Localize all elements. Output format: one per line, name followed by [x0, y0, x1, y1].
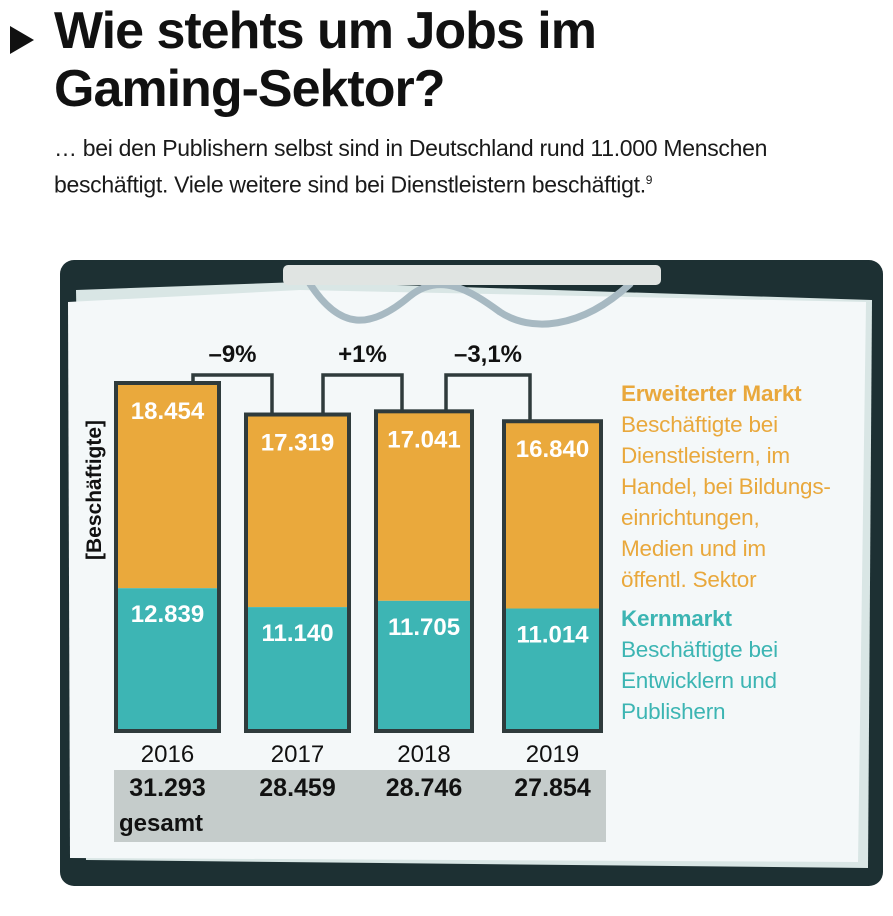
- legend-core-desc: Beschäftigte bei Entwicklern und Publish…: [621, 637, 778, 724]
- label-extended-2016: 18.454: [131, 398, 205, 425]
- clip-bar: [283, 265, 661, 285]
- chart-labels: 18.454 12.839 2016 31.293 17.319 11.140 2017 28…: [119, 341, 591, 837]
- bar-extended-2018: [376, 411, 472, 601]
- label-extended-2019: 16.840: [516, 436, 589, 463]
- legend-core-market: Kernmarkt Beschäftigte bei Entwicklern u…: [621, 603, 831, 727]
- title-line-2: Gaming-Sektor?: [54, 60, 445, 118]
- subtitle-line-2: beschäftigt. Viele weitere sind bei Dien…: [54, 171, 646, 198]
- bar-extended-2016: [116, 383, 219, 589]
- x-tick-2017: 2017: [271, 741, 324, 768]
- label-extended-2018: 17.041: [387, 426, 460, 453]
- bar-core-2017: [246, 607, 349, 731]
- x-tick-2019: 2019: [526, 741, 579, 768]
- bar-core-2019: [504, 608, 601, 731]
- bars-group: [114, 381, 603, 733]
- connector-3: [444, 373, 532, 422]
- connector-1: [191, 373, 274, 415]
- totals-band: [114, 770, 606, 842]
- bar-outline-2019: [502, 419, 603, 733]
- change-label-3: –3,1%: [454, 341, 522, 368]
- legend-core-title: Kernmarkt: [621, 606, 732, 631]
- change-label-1: –9%: [208, 341, 256, 368]
- label-core-2019: 11.014: [516, 622, 589, 649]
- total-2019: 27.854: [514, 774, 591, 802]
- label-core-2018: 11.705: [388, 614, 460, 641]
- page-title: Wie stehts um Jobs im Gaming-Sektor?: [54, 2, 597, 118]
- change-connectors: [191, 373, 532, 422]
- x-tick-2016: 2016: [141, 741, 194, 768]
- total-caption: gesamt: [119, 810, 203, 837]
- bar-outline-2017: [244, 412, 351, 733]
- y-axis-label: [Beschäftigte]: [83, 420, 106, 560]
- connector-2: [321, 373, 404, 415]
- subtitle: … bei den Publishern selbst sind in Deut…: [54, 132, 767, 201]
- total-2018: 28.746: [386, 774, 462, 802]
- legend: Erweiterter Markt Beschäftigte bei Diens…: [621, 378, 831, 727]
- x-tick-2018: 2018: [397, 741, 450, 768]
- bar-extended-2019: [504, 421, 601, 609]
- bar-outline-2016: [114, 381, 221, 733]
- title-line-1: Wie stehts um Jobs im: [54, 2, 597, 60]
- footnote-marker: 9: [645, 173, 653, 187]
- total-2016: 31.293: [129, 774, 205, 802]
- bar-core-2016: [116, 588, 219, 731]
- total-2017: 28.459: [259, 774, 335, 802]
- label-core-2016: 12.839: [131, 601, 204, 628]
- bar-extended-2017: [246, 414, 349, 608]
- legend-extended-title: Erweiterter Markt: [621, 381, 802, 406]
- legend-extended-desc: Beschäftigte bei Dienstleistern, im Hand…: [621, 412, 831, 592]
- change-label-2: +1%: [338, 341, 387, 368]
- triangle-bullet-icon: [10, 26, 34, 54]
- label-extended-2017: 17.319: [261, 430, 334, 457]
- bar-outline-2018: [374, 409, 474, 733]
- label-core-2017: 11.140: [261, 620, 333, 647]
- bar-core-2018: [376, 600, 472, 731]
- legend-extended-market: Erweiterter Markt Beschäftigte bei Diens…: [621, 378, 831, 595]
- subtitle-line-1: … bei den Publishern selbst sind in Deut…: [54, 135, 768, 161]
- clip-wire-icon: [306, 280, 634, 328]
